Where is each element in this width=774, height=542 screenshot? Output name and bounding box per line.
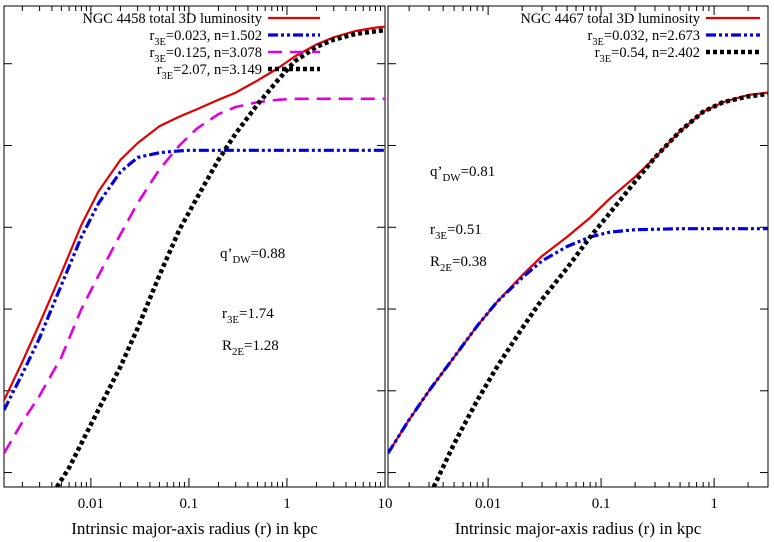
x-axis-label: Intrinsic major-axis radius (r) in kpc	[71, 519, 318, 538]
series-line-1	[4, 148, 385, 411]
series-line-1	[388, 227, 768, 455]
plot-frame	[3, 5, 386, 488]
legend-label: r3E=2.07, n=3.149	[157, 62, 262, 82]
annotation-text: r3E=1.74	[222, 306, 274, 326]
annotation-text: R2E=0.38	[430, 254, 487, 274]
x-tick-label: 0.01	[78, 496, 104, 512]
annotation-text: R2E=1.28	[222, 338, 279, 358]
x-tick-label: 1	[283, 496, 291, 512]
series-line-3	[55, 27, 385, 487]
x-tick-label: 0.1	[592, 496, 611, 512]
legend-label: NGC 4458 total 3D luminosity	[82, 11, 262, 27]
panel-ngc4467: 0.01 0.1 1 Intrinsic major-axis radius (r) …	[387, 5, 769, 538]
x-tick-label: 0.01	[475, 496, 501, 512]
series-line-2	[431, 91, 768, 487]
x-tick-label: 1	[710, 496, 718, 512]
x-axis-label: Intrinsic major-axis radius (r) in kpc	[455, 519, 702, 538]
panel-ngc4458: 0.01 0.1 1 10 Intrinsic major-axis radius (r…	[3, 5, 393, 538]
x-tick-label: 0.1	[180, 496, 199, 512]
annotation-text: r3E=0.51	[430, 222, 482, 242]
legend-label: r3E=0.125, n=3.078	[149, 45, 262, 65]
series-line-2	[4, 97, 385, 454]
legend-label: r3E=0.54, n=2.402	[595, 45, 700, 65]
series-group	[4, 25, 385, 487]
legend-label: NGC 4467 total 3D luminosity	[520, 11, 700, 27]
annotation-text: q’DW=0.81	[430, 164, 495, 184]
plot-frame	[387, 5, 769, 488]
series-group	[388, 91, 768, 487]
series-line-0	[4, 25, 385, 401]
annotation-text: q’DW=0.88	[220, 246, 285, 266]
x-tick-label: 10	[378, 496, 393, 512]
legend-label: r3E=0.032, n=2.673	[587, 28, 700, 48]
legend-label: r3E=0.023, n=1.502	[149, 28, 262, 48]
